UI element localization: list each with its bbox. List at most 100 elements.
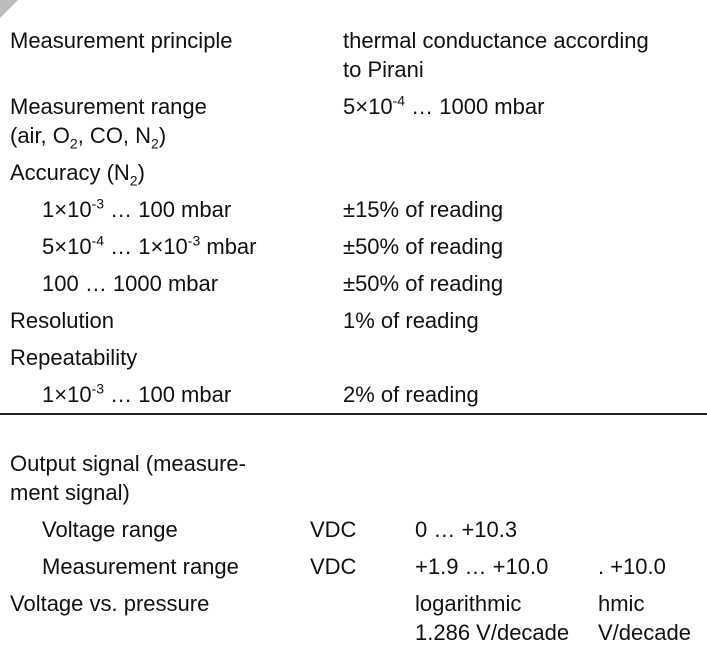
text: mbar [200, 234, 257, 259]
spec-cell: 100 … 1000 mbar [0, 269, 343, 298]
spec-row: 1×10-3 … 100 mbar 2% of reading [0, 380, 707, 417]
text: 1.286 V/decade [415, 620, 570, 645]
text: ) [137, 160, 145, 185]
cell-line: 0 … +10.3 [415, 515, 598, 544]
cell-line: 1×10-3 … 100 mbar [42, 195, 343, 224]
spec-row: Accuracy (N2) [0, 158, 707, 195]
cell-line: Repeatability [10, 343, 343, 372]
cell-line: ±50% of reading [343, 232, 707, 261]
cell-line: Measurement range [42, 552, 310, 581]
spec-row: Resolution 1% of reading [0, 306, 707, 343]
text: . +10.0 [598, 554, 666, 579]
cell-line: Measurement range [10, 92, 343, 121]
text: Measurement principle [10, 28, 233, 53]
spec-cell: Measurement range (air, O2, CO, N2) [0, 92, 343, 150]
text: 5×10 [42, 234, 92, 259]
text: Measurement range [10, 94, 207, 119]
subscript: 2 [69, 135, 78, 150]
cell-line: to Pirani [343, 55, 707, 84]
text: ) [158, 123, 167, 148]
text: , CO, N [77, 123, 152, 148]
spec-section: Output signal (measure-ment signal) Volta… [0, 449, 707, 655]
cell-line: VDC [310, 515, 415, 544]
cell-line: Voltage vs. pressure [10, 589, 310, 618]
text: to Pirani [343, 57, 424, 82]
text: Voltage range [42, 517, 178, 542]
cell-line: logarithmic [415, 589, 598, 618]
spec-cell: . +10.0 [598, 552, 707, 581]
text: (air, O [10, 123, 70, 148]
spec-row: 1×10-3 … 100 mbar ±15% of reading [0, 195, 707, 232]
spec-row: Output signal (measure-ment signal) [0, 449, 707, 515]
spec-cell: 5×10-4 … 1000 mbar [343, 92, 707, 150]
cell-line: thermal conductance according [343, 26, 707, 55]
cell-line: 5×10-4 … 1000 mbar [343, 92, 707, 121]
cell-line: 1% of reading [343, 306, 707, 335]
cell-line: Measurement principle [10, 26, 343, 55]
spec-cell: 1×10-3 … 100 mbar [0, 195, 343, 224]
spec-row: 5×10-4 … 1×10-3 mbar ±50% of reading [0, 232, 707, 269]
spec-cell: Voltage range [0, 515, 310, 544]
spec-row: Measurement range VDC +1.9 … +10.0 . +10.0 [0, 552, 707, 589]
spec-cell: VDC [310, 552, 415, 581]
text: thermal conductance according [343, 28, 649, 53]
spec-row: 100 … 1000 mbar ±50% of reading [0, 269, 707, 306]
divider [0, 413, 707, 415]
subscript: 2 [151, 135, 159, 150]
spec-cell: Measurement range [0, 552, 310, 581]
spec-cell: ±50% of reading [343, 269, 707, 298]
text: 100 … 1000 mbar [42, 271, 219, 296]
text: Resolution [10, 308, 114, 333]
text: ±15% of reading [343, 197, 504, 222]
text: … 1000 mbar [405, 94, 545, 119]
cell-line: ±50% of reading [343, 269, 707, 298]
spec-cell: hmic V/decade [598, 589, 707, 647]
spec-cell: 5×10-4 … 1×10-3 mbar [0, 232, 343, 261]
text: Output signal (measure- [10, 451, 246, 476]
spec-cell: thermal conductance according to Pirani [343, 26, 707, 84]
spec-cell: ±50% of reading [343, 232, 707, 261]
spec-cell: Repeatability [0, 343, 343, 372]
superscript: -4 [392, 92, 406, 109]
subscript: 2 [129, 172, 138, 187]
text: … 100 mbar [104, 382, 232, 407]
spec-cell: 1×10-3 … 100 mbar [0, 380, 343, 409]
cell-line: Output signal (measure- [10, 449, 310, 478]
spec-row: Voltage vs. pressure logarithmic 1.286 V/d… [0, 589, 707, 655]
spec-cell: Voltage vs. pressure [0, 589, 310, 647]
cell-line: hmic [598, 589, 707, 618]
spec-row: Repeatability [0, 343, 707, 380]
superscript: -3 [187, 232, 201, 249]
cell-line: (air, O2, CO, N2) [10, 121, 343, 150]
text: Measurement range [42, 554, 239, 579]
spec-cell: Resolution [0, 306, 343, 335]
text: 1×10 [42, 382, 92, 407]
spec-cell: 2% of reading [343, 380, 707, 409]
spec-row: Measurement range (air, O2, CO, N2) 5×10-4… [0, 92, 707, 158]
cell-line: V/decade [598, 618, 707, 647]
text: Repeatability [10, 345, 138, 370]
spec-cell: Output signal (measure-ment signal) [0, 449, 310, 507]
cell-line: Accuracy (N2) [10, 158, 343, 187]
spec-cell [310, 589, 415, 647]
text: logarithmic [415, 591, 522, 616]
cell-line: Voltage range [42, 515, 310, 544]
spec-section: Measurement principle thermal conductance… [0, 26, 707, 417]
spec-cell: Measurement principle [0, 26, 343, 84]
cell-line: . +10.0 [598, 552, 707, 581]
cell-line: 1.286 V/decade [415, 618, 598, 647]
spec-cell: 1% of reading [343, 306, 707, 335]
text: VDC [310, 554, 357, 579]
spec-row: Voltage range VDC 0 … +10.3 [0, 515, 707, 552]
text: hmic [598, 591, 645, 616]
text: +1.9 … +10.0 [415, 554, 549, 579]
text: 0 … +10.3 [415, 517, 518, 542]
cell-line: 1×10-3 … 100 mbar [42, 380, 343, 409]
spec-cell: Accuracy (N2) [0, 158, 343, 187]
cell-line: VDC [310, 552, 415, 581]
corner-mark [0, 0, 18, 18]
cell-line: Resolution [10, 306, 343, 335]
text: ±50% of reading [343, 271, 504, 296]
text: 1×10 [42, 197, 92, 222]
